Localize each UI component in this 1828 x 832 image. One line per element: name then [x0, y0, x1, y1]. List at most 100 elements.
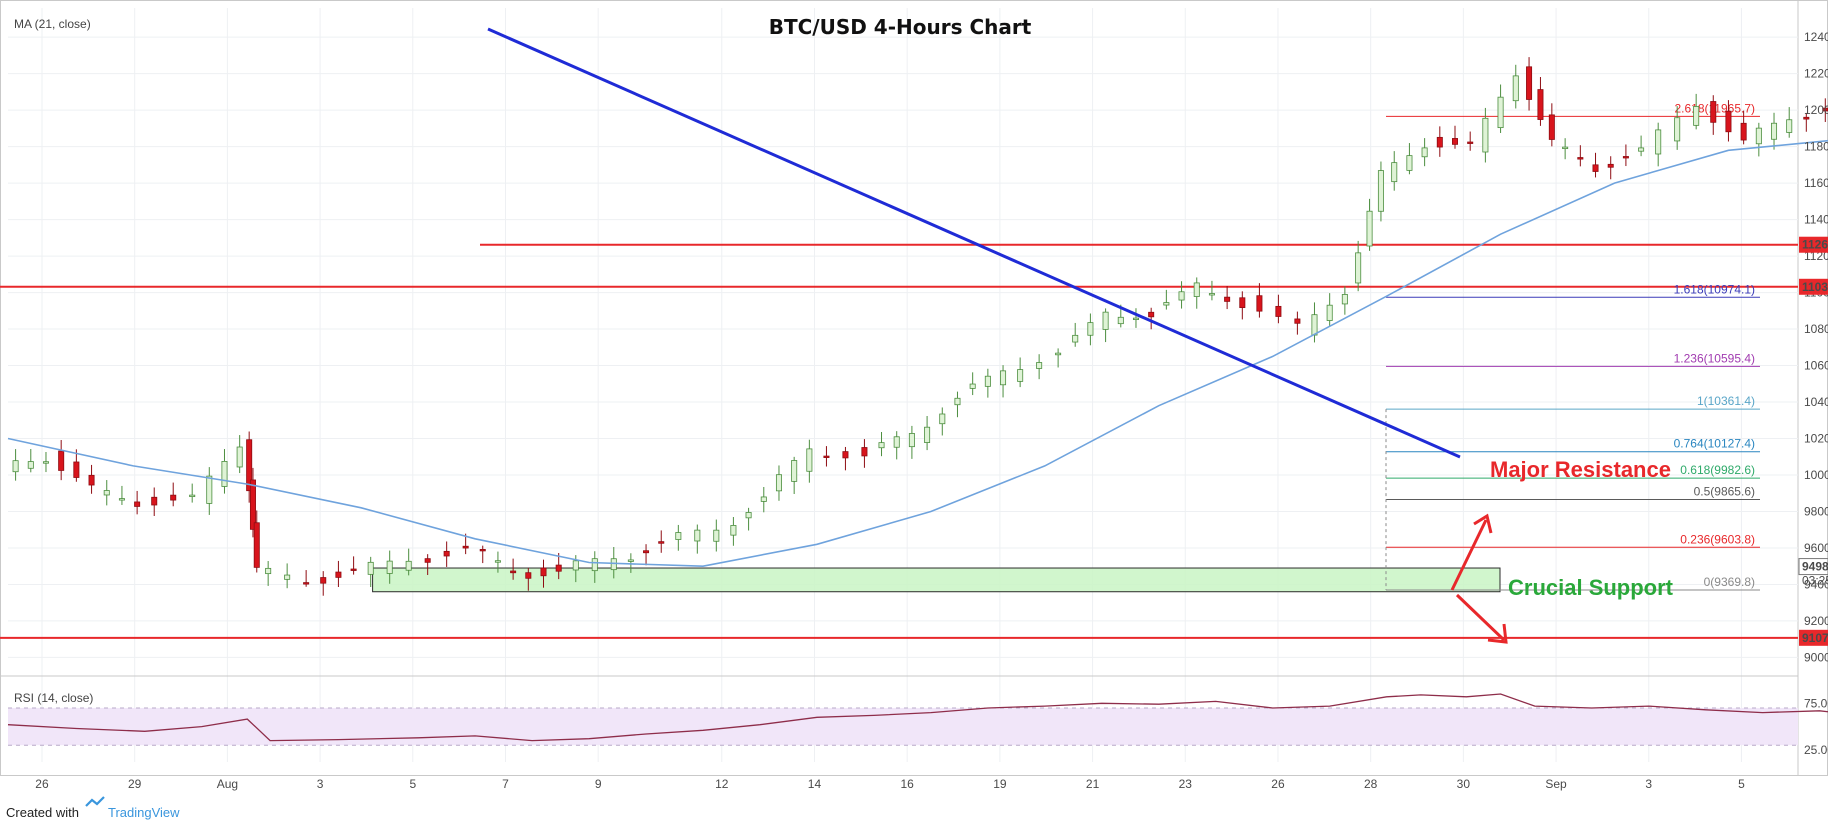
candle-body[interactable]	[249, 479, 256, 530]
candle-body[interactable]	[335, 571, 342, 578]
candle-body[interactable]	[12, 460, 19, 473]
candle-body[interactable]	[658, 541, 665, 544]
candle-body[interactable]	[1355, 252, 1362, 284]
candle-body[interactable]	[443, 550, 450, 557]
descending-trendline[interactable]	[487, 27, 1461, 459]
candle-body[interactable]	[1786, 119, 1793, 133]
candle-body[interactable]	[1017, 369, 1024, 382]
candle-body[interactable]	[908, 433, 915, 448]
candle-body[interactable]	[1693, 106, 1700, 126]
candle-body[interactable]	[627, 559, 634, 562]
candle-body[interactable]	[151, 496, 158, 506]
candle-body[interactable]	[1341, 294, 1348, 305]
candle-body[interactable]	[1148, 311, 1155, 318]
candle-body[interactable]	[118, 498, 125, 501]
candle-body[interactable]	[969, 383, 976, 389]
candle-body[interactable]	[1391, 162, 1398, 183]
candle-body[interactable]	[189, 494, 196, 498]
candle-body[interactable]	[73, 461, 80, 478]
candle-body[interactable]	[823, 455, 830, 458]
candle-body[interactable]	[1294, 318, 1301, 324]
candle-body[interactable]	[1275, 305, 1282, 317]
candle-body[interactable]	[246, 439, 253, 492]
candle-body[interactable]	[675, 532, 682, 540]
candle-body[interactable]	[878, 442, 885, 449]
candle-body[interactable]	[1710, 101, 1717, 123]
candle-body[interactable]	[1803, 116, 1810, 120]
candle-body[interactable]	[775, 474, 782, 492]
candle-body[interactable]	[494, 560, 501, 563]
candle-body[interactable]	[730, 525, 737, 536]
candle-body[interactable]	[1562, 146, 1569, 150]
candle-body[interactable]	[1771, 122, 1778, 140]
candle-body[interactable]	[320, 577, 327, 584]
candle-body[interactable]	[1467, 141, 1474, 144]
candle-body[interactable]	[367, 561, 374, 575]
candle-body[interactable]	[555, 564, 562, 572]
candle-body[interactable]	[1674, 117, 1681, 142]
candle-body[interactable]	[861, 447, 868, 457]
candle-body[interactable]	[1421, 147, 1428, 158]
candle-body[interactable]	[713, 529, 720, 542]
ma-21-line[interactable]	[7, 139, 1828, 568]
candle-body[interactable]	[1224, 296, 1231, 302]
candle-body[interactable]	[1208, 293, 1215, 296]
candle-body[interactable]	[1239, 297, 1246, 309]
candle-body[interactable]	[221, 461, 228, 487]
candle-body[interactable]	[1132, 317, 1139, 320]
candle-body[interactable]	[1537, 89, 1544, 120]
candle-body[interactable]	[939, 413, 946, 425]
candle-body[interactable]	[1607, 163, 1614, 168]
candle-body[interactable]	[1256, 295, 1263, 312]
candle-body[interactable]	[791, 460, 798, 482]
candle-body[interactable]	[284, 574, 291, 580]
candle-body[interactable]	[893, 436, 900, 448]
candle-body[interactable]	[88, 474, 95, 486]
candle-body[interactable]	[265, 567, 272, 575]
candle-body[interactable]	[591, 558, 598, 572]
candle-body[interactable]	[572, 560, 579, 571]
candle-body[interactable]	[303, 582, 310, 585]
candle-body[interactable]	[1655, 129, 1662, 155]
candle-body[interactable]	[1193, 282, 1200, 297]
candle-body[interactable]	[424, 558, 431, 563]
candle-body[interactable]	[1622, 156, 1629, 159]
rsi-indicator-label[interactable]: RSI (14, close)	[14, 691, 93, 705]
candle-body[interactable]	[134, 501, 141, 507]
candle-body[interactable]	[525, 572, 532, 579]
candle-body[interactable]	[610, 558, 617, 571]
candle-body[interactable]	[1512, 75, 1519, 102]
candle-body[interactable]	[1311, 314, 1318, 336]
candle-body[interactable]	[1087, 322, 1094, 336]
candle-body[interactable]	[1592, 164, 1599, 172]
candle-body[interactable]	[1326, 304, 1333, 321]
candle-body[interactable]	[1036, 362, 1043, 369]
candle-body[interactable]	[1577, 157, 1584, 160]
candle-body[interactable]	[405, 560, 412, 571]
candle-body[interactable]	[806, 448, 813, 472]
candle-body[interactable]	[1638, 147, 1645, 152]
candle-body[interactable]	[924, 426, 931, 443]
candle-body[interactable]	[1497, 96, 1504, 129]
candle-body[interactable]	[1072, 334, 1079, 343]
candle-body[interactable]	[1755, 127, 1762, 145]
candle-body[interactable]	[1117, 316, 1124, 325]
candle-body[interactable]	[170, 494, 177, 501]
candle-body[interactable]	[27, 461, 34, 469]
candle-body[interactable]	[1740, 122, 1747, 141]
candle-body[interactable]	[1102, 311, 1109, 330]
candle-body[interactable]	[1178, 291, 1185, 301]
candle-body[interactable]	[206, 475, 213, 504]
candle-body[interactable]	[479, 549, 486, 552]
candle-body[interactable]	[1366, 210, 1373, 247]
candle-body[interactable]	[643, 550, 650, 554]
candle-body[interactable]	[462, 545, 469, 549]
candle-body[interactable]	[42, 461, 49, 464]
rsi-line[interactable]	[7, 693, 1828, 756]
candle-body[interactable]	[1163, 302, 1170, 306]
candle-body[interactable]	[984, 375, 991, 387]
candle-body[interactable]	[954, 397, 961, 406]
candle-body[interactable]	[540, 567, 547, 577]
candle-body[interactable]	[510, 570, 517, 574]
